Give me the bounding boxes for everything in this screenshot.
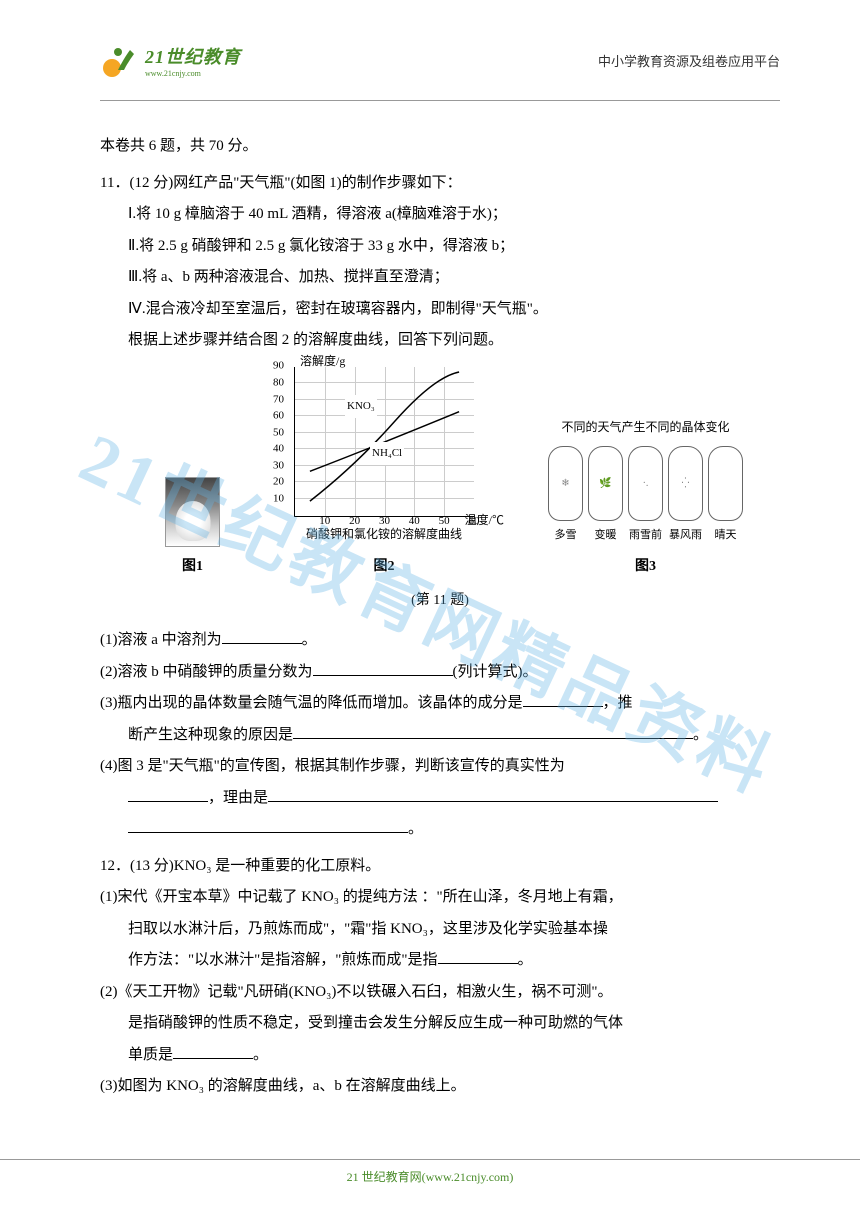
bottle-icon: 🌿 [588,446,623,521]
bottle-label: 多雪 [548,524,583,547]
xtick: 10 [319,510,330,533]
question-12: 12．(13 分)KNO₃ 是一种重要的化工原料。 (1)宋代《开宝本草》中记载… [100,851,780,1103]
blank-input[interactable] [222,626,302,644]
q11-step1: Ⅰ.将 10 g 樟脑溶于 40 mL 酒精，得溶液 a(樟脑难溶于水)； [100,199,780,231]
logo-icon [100,40,140,80]
q12-sub2-line1: (2)《天工开物》记载"凡研硝(KNO₃)不以铁碾入石臼，相激火生，祸不可测"。 [100,977,780,1009]
figure-3: 不同的天气产生不同的晶体变化 ❄ 多雪 🌿 变暖 ·. 雨雪前 [548,415,743,581]
logo-area: 21世纪教育 www.21cnjy.com [100,40,241,80]
fig3-label: 图3 [635,552,656,581]
bottle-item: ·. 雨雪前 [628,446,663,547]
bottle-label: 变暖 [588,524,623,547]
fig1-flask-img [165,477,220,547]
q12-intro: (13 分)KNO₃ 是一种重要的化工原料。 [130,858,380,874]
blank-input[interactable] [313,658,453,676]
fig1-label: 图1 [182,552,203,581]
blank-input[interactable] [438,946,518,964]
q11-sub4-line2: ，理由是 [100,783,780,815]
figure-1: 图1 [165,477,220,581]
q12-sub2-line2: 是指硝酸钾的性质不稳定，受到撞击会发生分解反应生成一种可助燃的气体 [100,1008,780,1040]
bottle-icon: ⁛ [668,446,703,521]
bottle-label: 暴风雨 [668,524,703,547]
bottle-item: ⁛ 暴风雨 [668,446,703,547]
ytick: 90 [273,355,284,378]
xtick: 30 [379,510,390,533]
blank-input[interactable] [523,689,603,707]
fig3-bottles: ❄ 多雪 🌿 变暖 ·. 雨雪前 ⁛ 暴风雨 [548,446,743,547]
q11-step3: Ⅲ.将 a、b 两种溶液混合、加热、搅拌直至澄清； [100,262,780,294]
bottle-label: 雨雪前 [628,524,663,547]
figure-2: 溶解度/g 温度/℃ [294,367,474,582]
section-title: 本卷共 6 题，共 70 分。 [100,131,780,163]
q11-step2: Ⅱ.将 2.5 g 硝酸钾和 2.5 g 氯化铵溶于 33 g 水中，得溶液 b… [100,231,780,263]
bottle-icon [708,446,743,521]
xtick: 20 [349,510,360,533]
content-area: 本卷共 6 题，共 70 分。 11．(12 分)网红产品"天气瓶"(如图 1)… [100,131,780,1103]
header-divider [100,100,780,101]
q12-number: 12． [100,858,130,874]
logo-main-text: 21世纪教育 [145,43,241,69]
bottle-item: 🌿 变暖 [588,446,623,547]
logo-sub-text: www.21cnjy.com [145,69,241,78]
footer-text: 21 世纪教育网(www.21cnjy.com) [347,1170,514,1184]
q11-intro: (12 分)网红产品"天气瓶"(如图 1)的制作步骤如下： [129,175,461,191]
q11-sub4: (4)图 3 是"天气瓶"的宣传图，根据其制作步骤，判断该宣传的真实性为 [100,751,780,783]
header-right-text: 中小学教育资源及组卷应用平台 [598,51,780,70]
q11-sub4-line3: 。 [100,814,780,846]
xtick: 50 [439,510,450,533]
fig2-label: 图2 [374,552,395,581]
blank-input[interactable] [293,721,693,739]
bottle-icon: ❄ [548,446,583,521]
curve-label-kno3: KNO₃ [345,395,377,418]
q11-step4: Ⅳ.混合液冷却至室温后，密封在玻璃容器内，即制得"天气瓶"。 [100,294,780,326]
page-header: 21世纪教育 www.21cnjy.com 中小学教育资源及组卷应用平台 [100,40,780,85]
bottle-label: 晴天 [708,524,743,547]
q11-figures: 图1 溶解度/g 温度/℃ [128,367,780,582]
xtick: 40 [409,510,420,533]
question-11: 11．(12 分)网红产品"天气瓶"(如图 1)的制作步骤如下： Ⅰ.将 10 … [100,168,780,846]
bottle-item: ❄ 多雪 [548,446,583,547]
blank-input[interactable] [128,784,208,802]
q11-sub3-cont: 断产生这种现象的原因是。 [100,720,780,752]
q12-sub3: (3)如图为 KNO₃ 的溶解度曲线，a、b 在溶解度曲线上。 [100,1071,780,1103]
curve-label-nh4cl: NH₄Cl [370,442,404,465]
fig3-title: 不同的天气产生不同的晶体变化 [561,415,729,440]
page-footer: 21 世纪教育网(www.21cnjy.com) [0,1159,860,1186]
bottle-item: 晴天 [708,446,743,547]
q11-sub2: (2)溶液 b 中硝酸钾的质量分数为(列计算式)。 [100,657,780,689]
q11-step5: 根据上述步骤并结合图 2 的溶解度曲线，回答下列问题。 [100,325,780,357]
xtick: 60 [469,510,480,533]
q12-sub1-line2: 扫取以水淋汁后，乃煎炼而成"，"霜"指 KNO₃，这里涉及化学实验基本操 [100,914,780,946]
fig-caption: (第 11 题) [100,586,780,615]
logo-text: 21世纪教育 www.21cnjy.com [145,43,241,78]
blank-input[interactable] [128,815,408,833]
q11-sub3: (3)瓶内出现的晶体数量会随气温的降低而增加。该晶体的成分是，推 [100,688,780,720]
q12-sub2-line3: 单质是。 [100,1040,780,1072]
q11-sub1: (1)溶液 a 中溶剂为。 [100,625,780,657]
fig2-chart: 溶解度/g 温度/℃ [294,367,474,517]
blank-input[interactable] [268,784,718,802]
q11-number: 11． [100,175,129,191]
bottle-icon: ·. [628,446,663,521]
blank-input[interactable] [173,1041,253,1059]
q12-sub1-line1: (1)宋代《开宝本草》中记载了 KNO₃ 的提纯方法 ："所在山泽，冬月地上有霜… [100,882,780,914]
q12-sub1-line3: 作方法："以水淋汁"是指溶解，"煎炼而成"是指。 [100,945,780,977]
